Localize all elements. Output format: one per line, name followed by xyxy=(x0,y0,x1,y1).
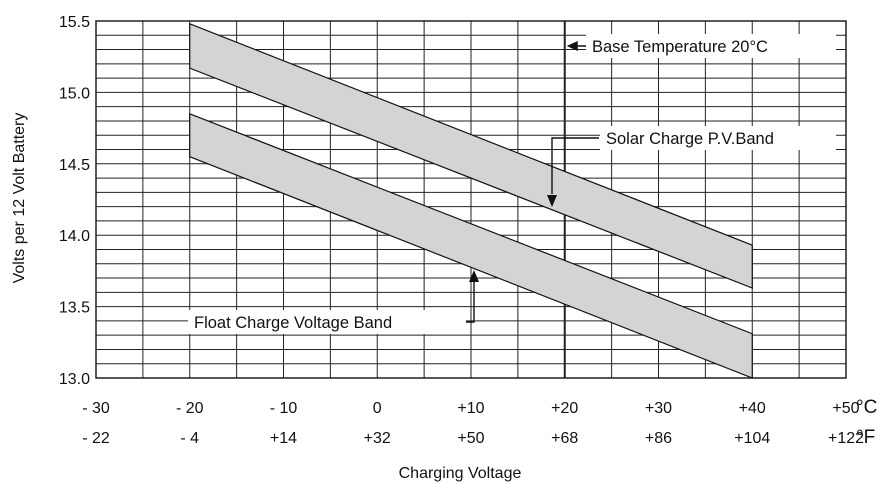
x-tick-label-celsius: 0 xyxy=(373,400,382,417)
bands xyxy=(189,22,753,379)
x-tick-label-celsius: +40 xyxy=(739,400,766,417)
base-temp-arrow-head xyxy=(566,41,578,51)
base-temp-label-bg xyxy=(586,34,836,58)
y-tick-label: 15.5 xyxy=(59,14,90,31)
unit-fahrenheit: °F xyxy=(856,427,875,448)
x-tick-label-celsius: +10 xyxy=(457,400,484,417)
solar-charge-band xyxy=(189,22,753,289)
solar-label-bg xyxy=(600,126,836,150)
x-tick-label-fahrenheit: - 4 xyxy=(180,430,199,447)
y-tick-label: 13.5 xyxy=(59,300,90,317)
x-tick-label-fahrenheit: +32 xyxy=(364,430,391,447)
float-label-bg xyxy=(188,310,466,334)
x-tick-label-fahrenheit: +104 xyxy=(734,430,770,447)
plot-frame xyxy=(95,20,847,379)
solar-leader-line xyxy=(551,137,599,194)
x-tick-label-fahrenheit: +86 xyxy=(645,430,672,447)
x-tick-label-celsius: - 10 xyxy=(270,400,298,417)
plot-border xyxy=(95,20,847,379)
x-tick-label-fahrenheit: +50 xyxy=(457,430,484,447)
y-tick-label: 13.0 xyxy=(59,371,90,388)
x-tick-label-celsius: - 20 xyxy=(176,400,204,417)
base-temp-label: Base Temperature 20°C xyxy=(592,38,768,56)
solar-band-label: Solar Charge P.V.Band xyxy=(606,130,774,148)
x-tick-labels: - 30 - 22 - 20 - 4 - 10 +14 0 +32 +10 +50 +20 +68 +3… xyxy=(82,400,864,447)
y-tick-label: 14.0 xyxy=(59,228,90,245)
x-tick-label-celsius: - 30 xyxy=(82,400,110,417)
annotations: Base Temperature 20°C Solar Charge P.V.Ba… xyxy=(188,34,836,334)
x-tick-label-fahrenheit: - 22 xyxy=(82,430,110,447)
x-tick-label-fahrenheit: +122 xyxy=(828,430,864,447)
float-arrow-head xyxy=(469,270,479,282)
x-tick-label-celsius: +50 xyxy=(832,400,859,417)
float-band-label: Float Charge Voltage Band xyxy=(194,314,392,332)
y-axis-title: Volts per 12 Volt Battery xyxy=(11,113,28,284)
y-tick-labels: 13.0 13.5 14.0 14.5 15.0 15.5 xyxy=(59,14,90,388)
solar-arrow-head xyxy=(547,195,557,207)
y-tick-label: 14.5 xyxy=(59,157,90,174)
x-tick-label-fahrenheit: +14 xyxy=(270,430,297,447)
x-axis-title: Charging Voltage xyxy=(399,465,522,482)
unit-celsius: °C xyxy=(856,397,877,418)
x-tick-label-celsius: +20 xyxy=(551,400,578,417)
x-tick-label-fahrenheit: +68 xyxy=(551,430,578,447)
float-leader-line xyxy=(466,282,475,323)
y-tick-label: 15.0 xyxy=(59,85,90,102)
x-tick-label-celsius: +30 xyxy=(645,400,672,417)
